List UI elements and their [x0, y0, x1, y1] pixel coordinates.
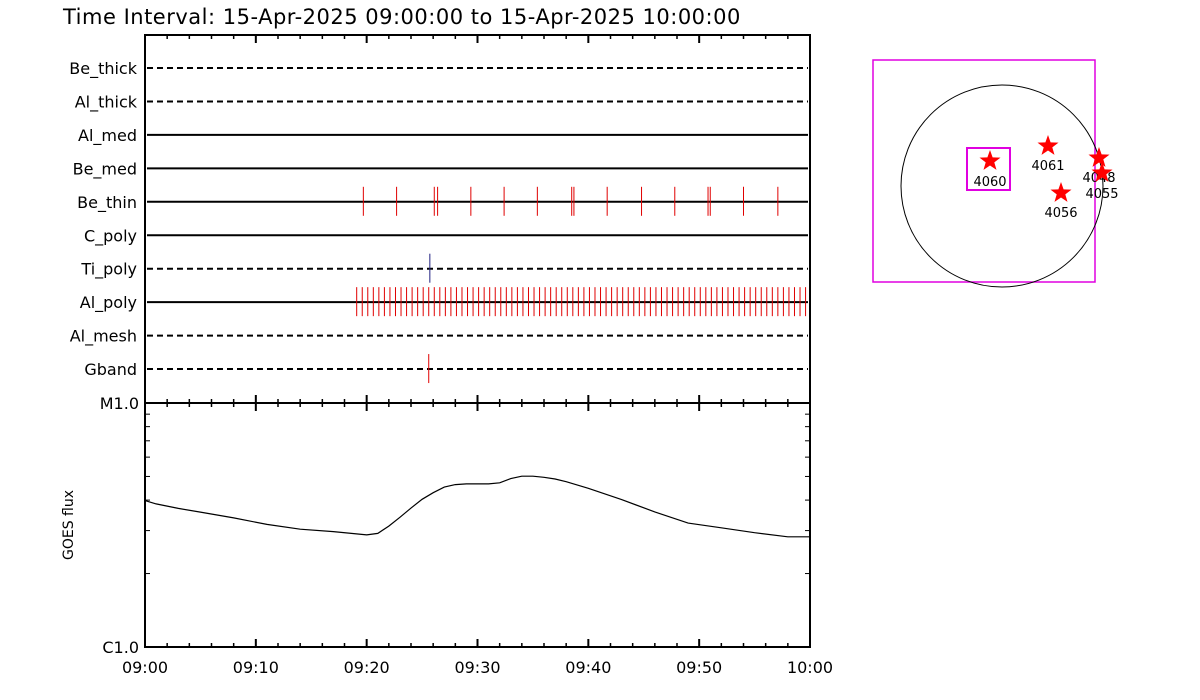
filter-row-al_med: Al_med: [78, 126, 808, 146]
x-tick-label: 09:20: [344, 658, 390, 677]
filter-row-al_mesh: Al_mesh: [70, 327, 808, 347]
filter-row-al_poly: Al_poly: [80, 287, 808, 317]
active-region-markers: 4060 4061 40484055 4056: [973, 135, 1119, 221]
solar-disk-map: 4060 4061 40484055 4056: [872, 59, 1119, 288]
active-region-4048: 4048: [1082, 147, 1116, 186]
filter-label: Be_thin: [77, 193, 137, 213]
region-label: 4055: [1085, 187, 1118, 202]
region-label: 4061: [1031, 159, 1064, 174]
active-region-4060: 4060: [973, 150, 1007, 190]
goes-flux-panel: 09:00 09:10 09:20 09:30 09:40 09:50 10:00 C1.0 M…: [61, 394, 833, 677]
timeline-ticks: [144, 35, 811, 403]
filter-row-c_poly: C_poly: [84, 226, 808, 246]
y-axis-title: GOES flux: [61, 490, 77, 560]
region-label: 4056: [1044, 206, 1077, 221]
x-tick-label: 09:50: [676, 658, 722, 677]
goes-plot-frame: [144, 402, 811, 648]
star-icon: [1088, 147, 1110, 167]
filter-row-ti_poly: Ti_poly: [80, 253, 808, 283]
goes-flux-line: [144, 475, 810, 538]
filter-label: C_poly: [84, 226, 137, 246]
y-tick-label: M1.0: [100, 394, 139, 413]
x-tick-label: 09:40: [565, 658, 611, 677]
filter-timeline-panel: Be_thick Al_thick Al_med Be_med Be_thin C_pol…: [69, 34, 811, 404]
region-label: 4060: [973, 175, 1006, 190]
star-icon: [979, 150, 1001, 170]
pointing-target-box: [966, 147, 1011, 191]
active-region-4055: 4055: [1085, 162, 1119, 202]
goes-axis-labels: 09:00 09:10 09:20 09:30 09:40 09:50 10:00 C1.0 M…: [100, 394, 833, 677]
filter-label: Al_poly: [80, 293, 137, 313]
star-icon: [1050, 182, 1072, 202]
x-tick-label: 10:00: [787, 658, 833, 677]
star-icon: [1037, 135, 1059, 155]
filter-row-gband: Gband: [84, 354, 808, 384]
filter-label: Be_thick: [69, 59, 137, 79]
filter-row-be_thin: Be_thin: [77, 186, 808, 216]
goes-axis-ticks: [144, 403, 811, 647]
filter-row-al_thick: Al_thick: [75, 92, 808, 112]
filter-row-be_med: Be_med: [73, 159, 808, 179]
filter-label: Be_med: [73, 159, 137, 179]
filter-label: Gband: [84, 360, 137, 379]
filter-label: Al_thick: [75, 92, 138, 112]
filter-row-be_thick: Be_thick: [69, 59, 808, 79]
y-tick-label: C1.0: [102, 638, 139, 657]
filter-label: Al_mesh: [70, 327, 137, 347]
page-title: Time Interval: 15-Apr-2025 09:00:00 to 1…: [62, 5, 741, 29]
filter-rows: Be_thick Al_thick Al_med Be_med Be_thin C_pol…: [69, 59, 808, 384]
x-tick-label: 09:30: [454, 658, 500, 677]
active-region-4056: 4056: [1044, 182, 1078, 221]
filter-label: Al_med: [78, 126, 137, 146]
active-region-4061: 4061: [1031, 135, 1065, 174]
x-tick-label: 09:00: [122, 658, 168, 677]
x-tick-label: 09:10: [233, 658, 279, 677]
star-icon: [1091, 162, 1113, 182]
timeline-frame: [144, 34, 811, 404]
filter-label: Ti_poly: [80, 260, 137, 280]
solar-limb-circle: [900, 84, 1104, 288]
